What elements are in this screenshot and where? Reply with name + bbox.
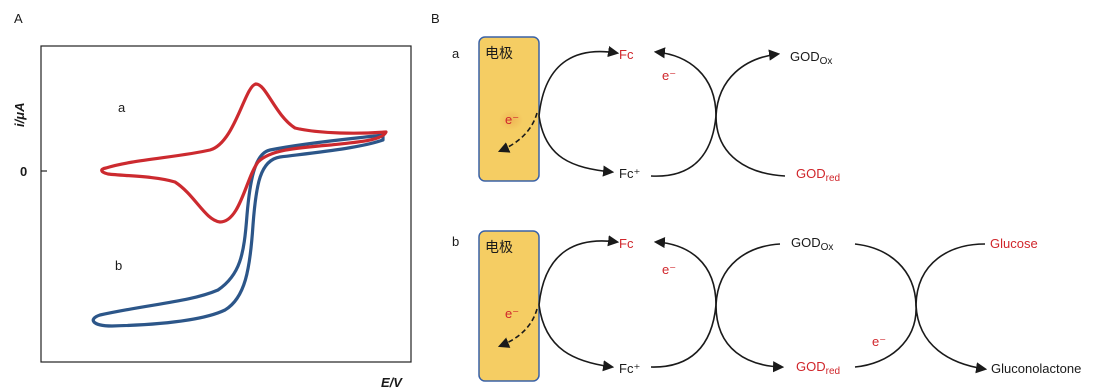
god-arc-b-3	[715, 243, 781, 306]
god-red-a: GODred	[796, 166, 840, 184]
fc-label-b: Fc	[619, 236, 634, 251]
electrode-a-glow	[499, 110, 523, 130]
god-arc-a-4	[715, 115, 786, 177]
y-axis-label: i/μA	[12, 103, 27, 127]
electrode-b-transfer-arrow	[497, 308, 538, 348]
zero-tick-label: 0	[20, 164, 27, 179]
electrode-b-electron: e⁻	[505, 306, 519, 321]
electrode-a-label: 电极	[485, 45, 513, 61]
electrode-a-transfer-arrow	[497, 112, 538, 153]
god-ox-b: GODOx	[791, 235, 833, 253]
glucose-arc-b-1	[854, 243, 917, 306]
glucose-arc-b-3	[915, 243, 986, 306]
fc-plus-label-a: Fc⁺	[619, 166, 640, 181]
cv-curve-b	[91, 133, 385, 328]
fc-reduction-arc-a	[538, 115, 615, 177]
god-arc-b-2	[650, 304, 717, 368]
god-arc-b-1	[653, 236, 717, 306]
x-axis-label: E/V	[381, 375, 403, 390]
god-arc-a-2	[650, 115, 717, 177]
electrode-b-label: 电极	[485, 239, 513, 255]
glucose-arc-b-2	[854, 304, 917, 368]
god-red-b: GODred	[796, 359, 840, 377]
electron-b-bottom: e⁻	[872, 334, 886, 349]
electrode-a	[478, 36, 540, 182]
fc-reduction-arc-b	[538, 304, 615, 372]
cv-curve-a	[100, 82, 388, 224]
panel-b-label: B	[431, 11, 440, 26]
glucose-label: Glucose	[990, 236, 1038, 251]
gluconolactone-label: Gluconolactone	[991, 361, 1081, 376]
cv-plot-frame	[40, 45, 412, 363]
god-ox-a: GODOx	[790, 49, 832, 67]
electron-a-top: e⁻	[662, 68, 676, 83]
electrode-a-electron: e⁻	[505, 112, 519, 127]
fc-oxidation-arc-b	[538, 235, 620, 306]
curve-a-label: a	[118, 100, 126, 115]
panel-a-label: A	[14, 11, 23, 26]
fc-oxidation-arc-a	[538, 46, 620, 117]
god-arc-a-3	[715, 49, 781, 117]
god-arc-b-4	[715, 304, 785, 373]
row-b-label: b	[452, 234, 459, 249]
curve-b-label: b	[115, 258, 122, 273]
electron-b-top: e⁻	[662, 262, 676, 277]
row-a-label: a	[452, 46, 460, 61]
fc-label-a: Fc	[619, 47, 634, 62]
god-arc-a-1	[653, 47, 717, 117]
fc-plus-label-b: Fc⁺	[619, 361, 640, 376]
glucose-arc-b-4	[915, 304, 988, 374]
